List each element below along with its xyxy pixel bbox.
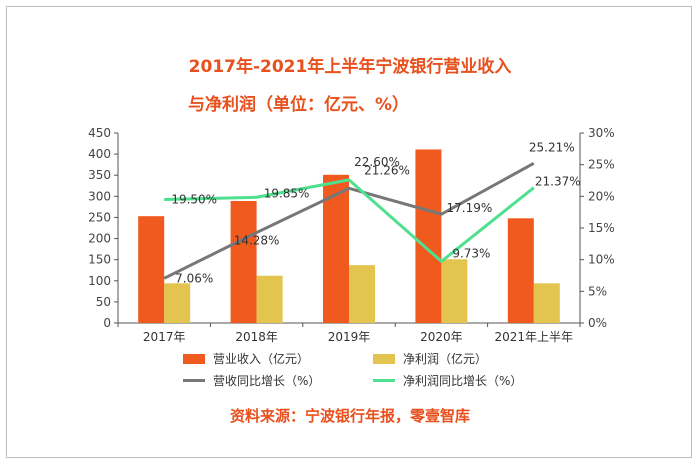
source-note: 资料来源：宁波银行年报，零壹智库	[229, 407, 470, 425]
legend-item-revenue: 营业收入（亿元）	[183, 350, 309, 367]
bar-profit	[164, 283, 191, 323]
data-label-profit-growth: 19.50%	[171, 193, 217, 207]
left-tick-label: 250	[88, 210, 111, 224]
legend-swatch-revenue	[183, 353, 205, 364]
data-label-revenue-growth: 7.06%	[175, 271, 213, 285]
right-tick-label: 30%	[588, 126, 615, 140]
left-tick-label: 50	[96, 295, 111, 309]
x-tick-label: 2017年	[143, 330, 186, 344]
right-tick-label: 10%	[588, 253, 615, 267]
x-tick-label: 2019年	[328, 330, 371, 344]
data-label-profit-growth: 9.73%	[452, 246, 490, 260]
chart-subtitle: 与净利润（单位：亿元、%）	[188, 95, 410, 115]
right-tick-label: 0%	[588, 316, 607, 330]
left-tick-label: 450	[88, 126, 111, 140]
data-label-profit-growth: 22.60%	[354, 155, 400, 169]
legend-swatch-revenue-growth	[183, 379, 205, 382]
bar-revenue	[415, 149, 442, 323]
legend-swatch-profit	[373, 353, 395, 364]
left-tick-label: 400	[88, 147, 111, 161]
left-tick-label: 150	[88, 253, 111, 267]
left-tick-label: 300	[88, 189, 111, 203]
data-label-revenue-growth: 14.28%	[234, 234, 280, 248]
legend-item-revenue-growth: 营收同比增长（%）	[183, 372, 320, 389]
data-label-profit-growth: 21.37%	[535, 175, 581, 189]
left-tick-label: 100	[88, 274, 111, 288]
x-tick-label: 2021年上半年	[495, 330, 574, 344]
right-tick-label: 15%	[588, 221, 615, 235]
bar-revenue	[507, 218, 534, 323]
right-tick-label: 5%	[588, 284, 607, 298]
chart-title: 2017年-2021年上半年宁波银行营业收入	[188, 57, 512, 77]
legend-item-profit: 净利润（亿元）	[373, 350, 487, 367]
x-tick-label: 2020年	[420, 330, 463, 344]
legend-label-profit-growth: 净利润同比增长（%）	[403, 374, 523, 388]
line-revenue-growth	[163, 162, 535, 280]
left-tick-label: 350	[88, 168, 111, 182]
left-tick-label: 200	[88, 232, 111, 246]
legend-item-profit-growth: 净利润同比增长（%）	[373, 372, 522, 389]
bar-profit	[533, 283, 560, 323]
data-label-revenue-growth: 17.19%	[447, 201, 493, 215]
data-label-revenue-growth: 21.26%	[364, 163, 410, 177]
legend-label-profit: 净利润（亿元）	[403, 352, 488, 366]
bar-revenue	[323, 174, 349, 323]
legend-label-revenue-growth: 营收同比增长（%）	[213, 374, 321, 388]
legend-swatch-profit-growth	[373, 379, 395, 382]
bar-revenue	[230, 200, 257, 323]
bar-profit	[441, 259, 468, 323]
right-tick-label: 25%	[588, 158, 615, 172]
bar-profit	[256, 275, 283, 323]
legend-label-revenue: 营业收入（亿元）	[213, 352, 310, 366]
bar-profit	[349, 265, 375, 323]
x-tick-label: 2018年	[235, 330, 278, 344]
right-tick-label: 20%	[588, 189, 615, 203]
left-tick-label: 0	[103, 316, 111, 330]
data-label-profit-growth: 19.85%	[264, 186, 310, 200]
bar-revenue	[138, 216, 165, 323]
data-label-revenue-growth: 25.21%	[529, 140, 575, 154]
line-profit-growth	[164, 178, 535, 263]
